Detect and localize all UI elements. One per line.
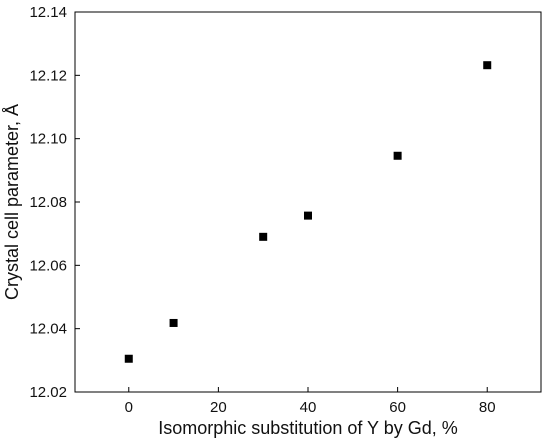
y-axis: 12.02 12.04 12.06 12.08 12.10 12.12 12.14 — [29, 4, 80, 401]
x-tick-label: 60 — [389, 399, 406, 416]
data-point — [483, 61, 492, 70]
y-tick-label: 12.14 — [29, 4, 67, 21]
x-axis-title: Isomorphic substitution of Y by Gd, % — [158, 418, 458, 438]
data-point — [124, 354, 133, 363]
x-tick-label: 0 — [125, 399, 133, 416]
x-axis: 0 20 40 60 80 — [125, 387, 496, 416]
y-tick-label: 12.08 — [29, 194, 67, 211]
y-tick-label: 12.06 — [29, 257, 67, 274]
x-tick-label: 20 — [210, 399, 227, 416]
x-tick-label: 80 — [479, 399, 496, 416]
y-axis-title: Crystal cell parameter, Å — [2, 104, 22, 300]
x-tick-label: 40 — [300, 399, 317, 416]
y-tick-label: 12.04 — [29, 321, 67, 338]
plot-frame — [74, 11, 542, 393]
y-tick-label: 12.10 — [29, 131, 67, 148]
data-point — [259, 232, 268, 241]
y-tick-label: 12.12 — [29, 67, 67, 84]
data-point — [169, 318, 178, 327]
y-tick-label: 12.02 — [29, 384, 67, 401]
data-point — [304, 211, 312, 220]
data-point — [393, 151, 402, 160]
plot-frame-layer — [74, 11, 542, 393]
data-points — [124, 61, 492, 363]
